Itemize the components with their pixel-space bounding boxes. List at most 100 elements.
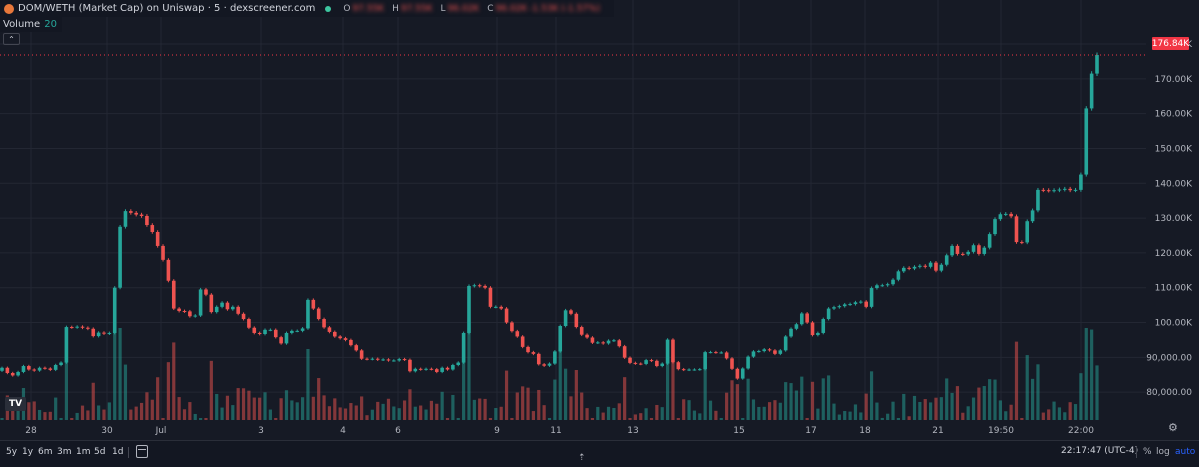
volume-bar <box>118 328 122 420</box>
range-3m-button[interactable]: 3m <box>57 447 72 457</box>
candle-body <box>638 363 643 365</box>
candle-body <box>853 302 858 305</box>
volume-bar <box>585 408 589 420</box>
candlestick-chart[interactable]: 80,000.00 90,000.00 100.00K 110.00K 120.00K 1… <box>0 0 1199 440</box>
candle-body <box>762 349 767 352</box>
candle-body <box>714 352 718 354</box>
volume-bar <box>955 386 960 420</box>
current-time[interactable]: 22:17:47 (UTC-4) <box>1061 446 1139 456</box>
volume-bar <box>934 397 938 420</box>
volume-bar <box>950 392 954 420</box>
candle-body <box>724 352 729 359</box>
volume-bar <box>708 400 713 420</box>
range-6m-button[interactable]: 6m <box>38 447 53 457</box>
candle-body <box>193 315 198 317</box>
collapse-legend-button[interactable]: ⌃ <box>3 33 20 45</box>
candle-body <box>735 368 740 379</box>
volume-bar <box>784 382 788 420</box>
volume-bar <box>671 354 675 420</box>
volume-bar <box>349 403 353 420</box>
volume-bar <box>537 389 541 420</box>
volume-bar <box>547 418 552 420</box>
gear-icon[interactable]: ⚙ <box>1168 421 1178 434</box>
volume-bar <box>188 402 192 420</box>
volume-bar <box>821 378 825 420</box>
volume-bar <box>1079 373 1083 420</box>
candle-body <box>252 327 257 333</box>
calendar-icon[interactable] <box>136 445 148 458</box>
range-1d-button[interactable]: 1d <box>112 447 124 457</box>
candle-body <box>622 346 627 358</box>
candle-body <box>982 247 987 254</box>
candle-body <box>440 367 444 372</box>
volume-bar <box>601 412 605 420</box>
range-5d-button[interactable]: 5d <box>94 447 106 457</box>
tradingview-logo-icon[interactable]: TV <box>5 397 26 411</box>
volume-bar <box>907 416 911 420</box>
volume-bar <box>805 418 809 420</box>
volume-bar <box>869 371 874 420</box>
candle-body <box>418 368 423 370</box>
log-scale-button[interactable]: log <box>1156 447 1170 457</box>
candle-body <box>392 360 396 362</box>
candle-body <box>821 319 826 333</box>
candle-body <box>118 226 122 288</box>
volume-bar <box>236 388 240 420</box>
volume-bar <box>86 410 90 420</box>
ohlc-open: O 97.55K <box>343 3 385 14</box>
candle-body <box>1095 55 1099 74</box>
volume-bar <box>789 383 793 420</box>
range-1m-button[interactable]: 1m <box>76 447 91 457</box>
volume-bar <box>993 379 997 420</box>
candle-body <box>510 322 514 332</box>
x-tick-label: 11 <box>550 426 561 436</box>
volume-legend[interactable]: Volume 20 <box>0 17 62 32</box>
divider <box>1136 447 1137 458</box>
resize-handle-icon[interactable]: ⇡ <box>578 453 586 463</box>
volume-bar <box>386 398 391 420</box>
volume-bar <box>268 409 272 420</box>
y-tick-label: 120.00K <box>1155 249 1193 259</box>
volume-bar <box>1009 404 1013 420</box>
candle-body <box>708 352 713 354</box>
volume-bar <box>113 328 117 420</box>
candle-body <box>177 308 181 312</box>
volume-bar <box>494 408 498 420</box>
volume-bar <box>574 369 578 420</box>
candle-body <box>810 322 815 336</box>
range-5y-button[interactable]: 5y <box>6 447 18 457</box>
candle-body <box>628 357 632 363</box>
volume-bar <box>923 399 927 420</box>
candle-body <box>928 262 933 267</box>
percent-scale-button[interactable]: % <box>1143 447 1152 457</box>
auto-scale-button[interactable]: auto <box>1175 447 1196 457</box>
volume-bar <box>628 418 632 420</box>
candle-body <box>225 302 230 310</box>
candle-body <box>891 279 895 285</box>
volume-bar <box>59 418 63 420</box>
time-axis[interactable]: 28 30 Jul 3 4 6 9 11 13 15 17 18 21 19:50 22:00 <box>25 426 1094 436</box>
candle-body <box>338 336 342 339</box>
volume-bar <box>880 417 884 420</box>
candle-body <box>204 289 208 295</box>
candle-body <box>644 360 648 364</box>
range-1y-button[interactable]: 1y <box>22 447 34 457</box>
candle-body <box>1014 216 1019 243</box>
candle-body <box>1025 221 1030 243</box>
volume-bar <box>478 398 482 420</box>
volume-bar <box>419 405 423 420</box>
candle-body <box>783 336 788 351</box>
candle-body <box>59 362 63 365</box>
candle-body <box>220 302 224 307</box>
candle-body <box>171 280 176 309</box>
candle-body <box>805 313 809 323</box>
candle-body <box>1036 189 1040 211</box>
price-axis[interactable]: 80,000.00 90,000.00 100.00K 110.00K 120.00K 1… <box>1146 0 1199 440</box>
candle-body <box>585 334 589 338</box>
volume-bar <box>102 409 106 420</box>
candle-body <box>290 330 294 333</box>
candle-body <box>633 362 638 364</box>
candle-body <box>842 304 847 307</box>
ohlc-close: C 96.02K -1.53K (-1.57%) <box>487 3 601 14</box>
candle-body <box>606 340 611 344</box>
